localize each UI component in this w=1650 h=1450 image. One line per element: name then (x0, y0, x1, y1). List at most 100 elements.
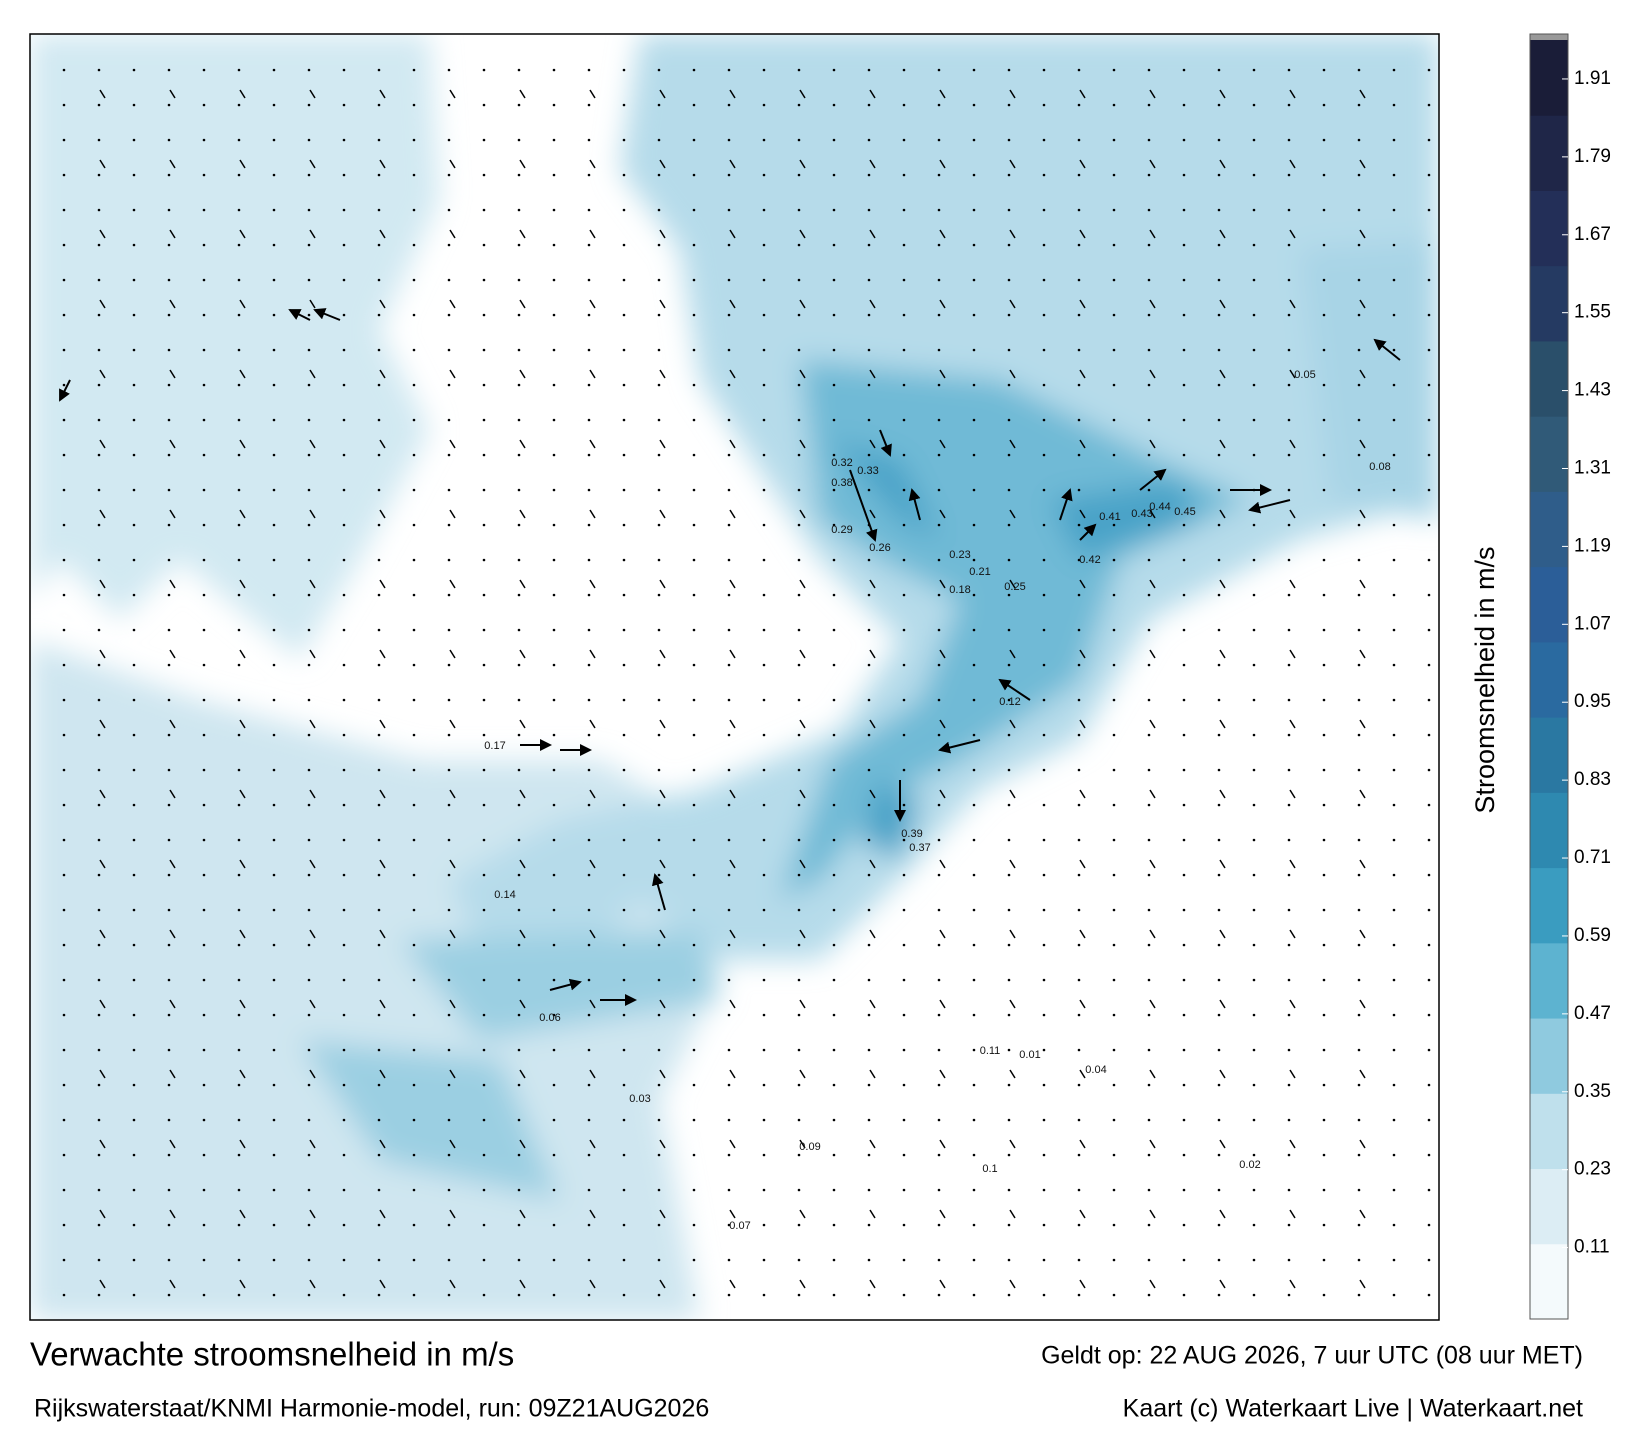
grid-dot (1112, 768, 1116, 772)
grid-dot (762, 383, 766, 387)
grid-dot (1427, 68, 1431, 72)
grid-dot (587, 453, 591, 457)
grid-dot (1182, 208, 1186, 212)
colorbar-band (1530, 265, 1568, 342)
speed-label: 0.37 (909, 842, 930, 854)
grid-dot (552, 103, 556, 107)
grid-dot (1112, 943, 1116, 947)
grid-dot (482, 838, 486, 842)
grid-dot (797, 1048, 801, 1052)
current-arrow (869, 789, 876, 799)
grid-dot (517, 558, 521, 562)
grid-dot (797, 838, 801, 842)
grid-dot (1252, 1048, 1256, 1052)
grid-dot (482, 488, 486, 492)
colorbar-tick-label: 1.79 (1574, 146, 1611, 167)
grid-dot (517, 593, 521, 597)
grid-dot (727, 1118, 731, 1122)
grid-dot (1392, 733, 1396, 737)
grid-dot (517, 768, 521, 772)
grid-dot (797, 313, 801, 317)
current-arrow (519, 89, 526, 99)
grid-dot (1252, 1118, 1256, 1122)
grid-dot (377, 873, 381, 877)
grid-dot (1042, 383, 1046, 387)
grid-dot (1112, 68, 1116, 72)
grid-dot (622, 348, 626, 352)
grid-dot (1007, 1258, 1011, 1262)
current-arrow (939, 789, 946, 799)
grid-dot (867, 453, 871, 457)
grid-dot (1077, 1048, 1081, 1052)
current-arrow (939, 159, 946, 169)
grid-dot (692, 68, 696, 72)
grid-dot (482, 1293, 486, 1297)
grid-dot (1077, 523, 1081, 527)
current-arrow (1009, 649, 1016, 659)
grid-dot (62, 418, 66, 422)
grid-dot (622, 768, 626, 772)
grid-dot (1287, 208, 1291, 212)
grid-dot (1007, 313, 1011, 317)
grid-dot (1217, 453, 1221, 457)
current-arrow (309, 509, 316, 519)
grid-dot (1357, 243, 1361, 247)
grid-dot (1147, 663, 1151, 667)
current-arrow (519, 929, 526, 939)
grid-dot (692, 348, 696, 352)
current-arrow (998, 678, 1031, 701)
grid-dot (1252, 943, 1256, 947)
grid-dot (692, 523, 696, 527)
grid-dot (587, 733, 591, 737)
grid-dot (587, 68, 591, 72)
grid-dot (832, 173, 836, 177)
grid-dot (1217, 803, 1221, 807)
grid-dot (1252, 173, 1256, 177)
grid-dot (1357, 383, 1361, 387)
current-arrow (939, 369, 946, 379)
grid-dot (762, 698, 766, 702)
grid-dot (1112, 1293, 1116, 1297)
current-arrow (589, 859, 596, 869)
grid-dot (517, 103, 521, 107)
current-arrow (309, 859, 316, 869)
grid-dot (587, 1048, 591, 1052)
grid-dot (727, 593, 731, 597)
grid-dot (657, 558, 661, 562)
current-arrow (1359, 859, 1366, 869)
grid-dot (1147, 733, 1151, 737)
grid-dot (272, 593, 276, 597)
grid-dot (482, 523, 486, 527)
grid-dot (447, 838, 451, 842)
current-arrow (1359, 719, 1366, 729)
grid-dot (867, 1083, 871, 1087)
grid-dot (377, 838, 381, 842)
grid-dot (1322, 838, 1326, 842)
grid-dot (1287, 453, 1291, 457)
grid-dot (937, 838, 941, 842)
grid-dot (1007, 138, 1011, 142)
grid-dot (62, 278, 66, 282)
grid-dot (482, 1048, 486, 1052)
grid-dot (272, 418, 276, 422)
current-arrow (1359, 229, 1366, 239)
grid-dot (902, 1153, 906, 1157)
grid-dot (622, 1153, 626, 1157)
grid-dot (832, 1048, 836, 1052)
current-arrow (99, 579, 106, 589)
current-arrow (1079, 649, 1086, 659)
grid-dot (902, 348, 906, 352)
grid-dot (657, 1223, 661, 1227)
grid-dot (412, 383, 416, 387)
grid-dot (447, 698, 451, 702)
current-arrow (659, 579, 666, 589)
grid-dot (1182, 1258, 1186, 1262)
speed-label: 0.12 (999, 696, 1020, 708)
grid-dot (342, 803, 346, 807)
grid-dot (552, 173, 556, 177)
grid-dot (1147, 523, 1151, 527)
grid-dot (587, 418, 591, 422)
grid-dot (412, 803, 416, 807)
grid-dot (1007, 453, 1011, 457)
